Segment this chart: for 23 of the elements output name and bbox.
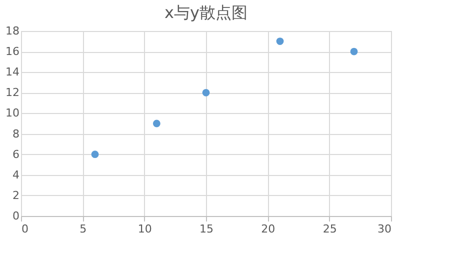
y-tick-label: 12: [6, 86, 20, 100]
x-tick-label: 15: [200, 222, 214, 236]
y-tick-label: 6: [12, 148, 20, 161]
point: [91, 150, 99, 158]
x-tick-label: 5: [80, 222, 87, 236]
y-tick-label: 4: [12, 168, 20, 182]
y-tick-label: 10: [6, 106, 20, 120]
chart-title: x与y散点图: [164, 3, 248, 22]
y-tick-label: 2: [12, 188, 20, 202]
point: [152, 120, 160, 128]
x-tick-label: 10: [138, 222, 152, 236]
x-tick-label: 20: [261, 222, 276, 236]
x-tick-label: 30: [378, 222, 392, 236]
point: [276, 38, 284, 45]
y-tick-label: 8: [12, 127, 20, 140]
y-tick-label: 14: [6, 66, 20, 79]
point: [350, 48, 358, 56]
x-tick-label: 25: [322, 222, 337, 236]
y-tick-label: 18: [6, 24, 20, 38]
point: [202, 88, 210, 96]
y-tick-label: 0: [12, 210, 20, 222]
x-tick-label: 0: [22, 222, 28, 236]
y-tick-label: 16: [6, 45, 20, 58]
